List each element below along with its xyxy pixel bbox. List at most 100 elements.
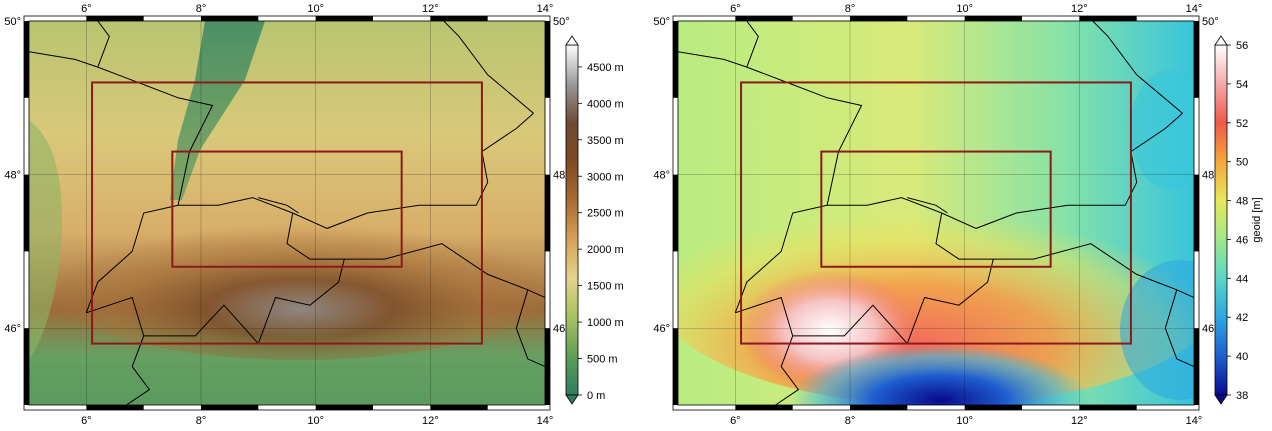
border-line [258, 197, 299, 214]
colorbar-min-arrow [1214, 394, 1228, 405]
lat-tick-label-right: 46° [553, 323, 570, 335]
colorbar-label: 48 [1236, 196, 1248, 208]
frame-bar [201, 16, 259, 21]
border-line [1092, 21, 1183, 114]
border-line [1164, 289, 1194, 368]
inner-box [820, 150, 1052, 268]
po-valley [29, 330, 545, 405]
frame-bar [735, 405, 793, 410]
study-boxes [740, 81, 1132, 345]
topography-map: 6° 6° 8° 8° 10° 10° 12° 12° 14° 14° 46° 46° 48° 48° 50… [4, 3, 624, 427]
border-line [734, 204, 828, 313]
frame-bar [850, 405, 908, 410]
frame-bar [673, 21, 678, 98]
colorbar-label: 44 [1236, 273, 1248, 285]
study-boxes [91, 81, 483, 345]
colorbar-label: 1000 m [587, 317, 624, 329]
colorbar-label: 2500 m [587, 208, 624, 220]
frame-bar [964, 16, 1022, 21]
lon-tick-label-bottom: 8° [196, 415, 207, 426]
lon-tick-label-top: 8° [196, 3, 207, 15]
frame-bar [24, 21, 29, 98]
outer-box [91, 81, 483, 345]
tick-labels: 6° 6° 8° 8° 10° 10° 12° 12° 14° 14° 46° 46° 48° 48° 50… [4, 3, 570, 427]
colorbar-label: 0 m [587, 390, 605, 402]
lat-tick-label-left: 48° [653, 170, 670, 182]
lat-tick-label-right: 48° [1202, 170, 1219, 182]
colorbar-label: 42 [1236, 312, 1248, 324]
lat-tick-label-right: 50° [1202, 16, 1219, 28]
lat-tick-label-left: 46° [4, 323, 21, 335]
colorbar-label: 50 [1236, 157, 1248, 169]
frame-bar [86, 16, 144, 21]
lon-tick-label-top: 6° [730, 3, 741, 15]
colorbar-ramp [565, 44, 579, 396]
frame-bar [545, 21, 550, 98]
lon-tick-label-bottom: 6° [730, 415, 741, 426]
lon-tick-label-top: 12° [422, 3, 439, 15]
lat-tick-label-right: 48° [553, 170, 570, 182]
frame-bar [315, 405, 373, 410]
colorbar-label: 4000 m [587, 98, 624, 110]
frame-bar [1194, 21, 1199, 98]
colorbar-label: 40 [1236, 351, 1248, 363]
topography-colorbar: 0 m 500 m 1000 m 1500 m 2000 m 2500 m 3000 m 35… [565, 35, 624, 405]
lon-tick-label-top: 8° [845, 3, 856, 15]
colorbar-label: 46 [1236, 234, 1248, 246]
colorbar-label: 500 m [587, 354, 618, 366]
frame-bar [86, 405, 144, 410]
lon-tick-label-top: 12° [1071, 3, 1088, 15]
border-line [126, 335, 151, 405]
tick-labels: 6° 6° 8° 8° 10° 10° 12° 12° 14° 14° 46° 46° 48° 48° 50… [653, 3, 1219, 427]
frame-bar [430, 16, 488, 21]
colorbar-label: 38 [1236, 390, 1248, 402]
frame-bar [1194, 328, 1199, 405]
border-line [678, 21, 759, 68]
frame-bar [545, 328, 550, 405]
frame-bar [673, 328, 678, 405]
frame-bar [1079, 405, 1137, 410]
frame-bar [673, 174, 678, 252]
colorbar-max-arrow [565, 35, 579, 46]
lat-tick-label-right: 46° [1202, 323, 1219, 335]
frame-bar [24, 328, 29, 405]
colorbar-label: 1500 m [587, 281, 624, 293]
colorbar-label: 4500 m [587, 62, 624, 74]
colorbar-label: 56 [1236, 40, 1248, 52]
frame-bar [24, 174, 29, 252]
lon-tick-label-bottom: 12° [1071, 415, 1088, 426]
border-line [775, 335, 800, 405]
west-lowlands [29, 120, 62, 360]
colorbar-label: 2000 m [587, 244, 624, 256]
frame-bar [545, 174, 550, 252]
inner-box [171, 150, 403, 268]
colorbar-ramp [1214, 44, 1228, 396]
colorbar-label: 3500 m [587, 135, 624, 147]
lon-tick-label-bottom: 10° [307, 415, 324, 426]
frame-bar [201, 405, 259, 410]
rhine-valley [170, 21, 265, 200]
colorbar-title: geoid [m] [1251, 197, 1263, 242]
border-line [85, 204, 179, 313]
frame-bar [964, 405, 1022, 410]
lat-tick-label-left: 46° [653, 323, 670, 335]
lon-tick-label-bottom: 6° [81, 415, 92, 426]
frame-bar [1079, 16, 1137, 21]
lon-tick-label-bottom: 14° [1186, 415, 1203, 426]
geoid-colorbar: 38 40 42 44 46 48 50 52 54 56 geoid [m] [1214, 35, 1263, 405]
frame-bar [1194, 174, 1199, 252]
border-line [29, 21, 110, 68]
lon-tick-label-bottom: 14° [537, 415, 554, 426]
geoid-low-northeast [1130, 70, 1194, 190]
border-line [443, 21, 534, 114]
alps-relief [30, 190, 545, 360]
lon-tick-label-top: 14° [1186, 3, 1203, 15]
geoid-low-ligurian [790, 345, 1090, 405]
colorbar-label: 52 [1236, 118, 1248, 130]
lat-tick-label-left: 50° [4, 16, 21, 28]
country-borders [29, 21, 545, 405]
map-frame [23, 15, 551, 411]
colorbar-min-arrow [565, 394, 579, 405]
frame-bar [430, 405, 488, 410]
